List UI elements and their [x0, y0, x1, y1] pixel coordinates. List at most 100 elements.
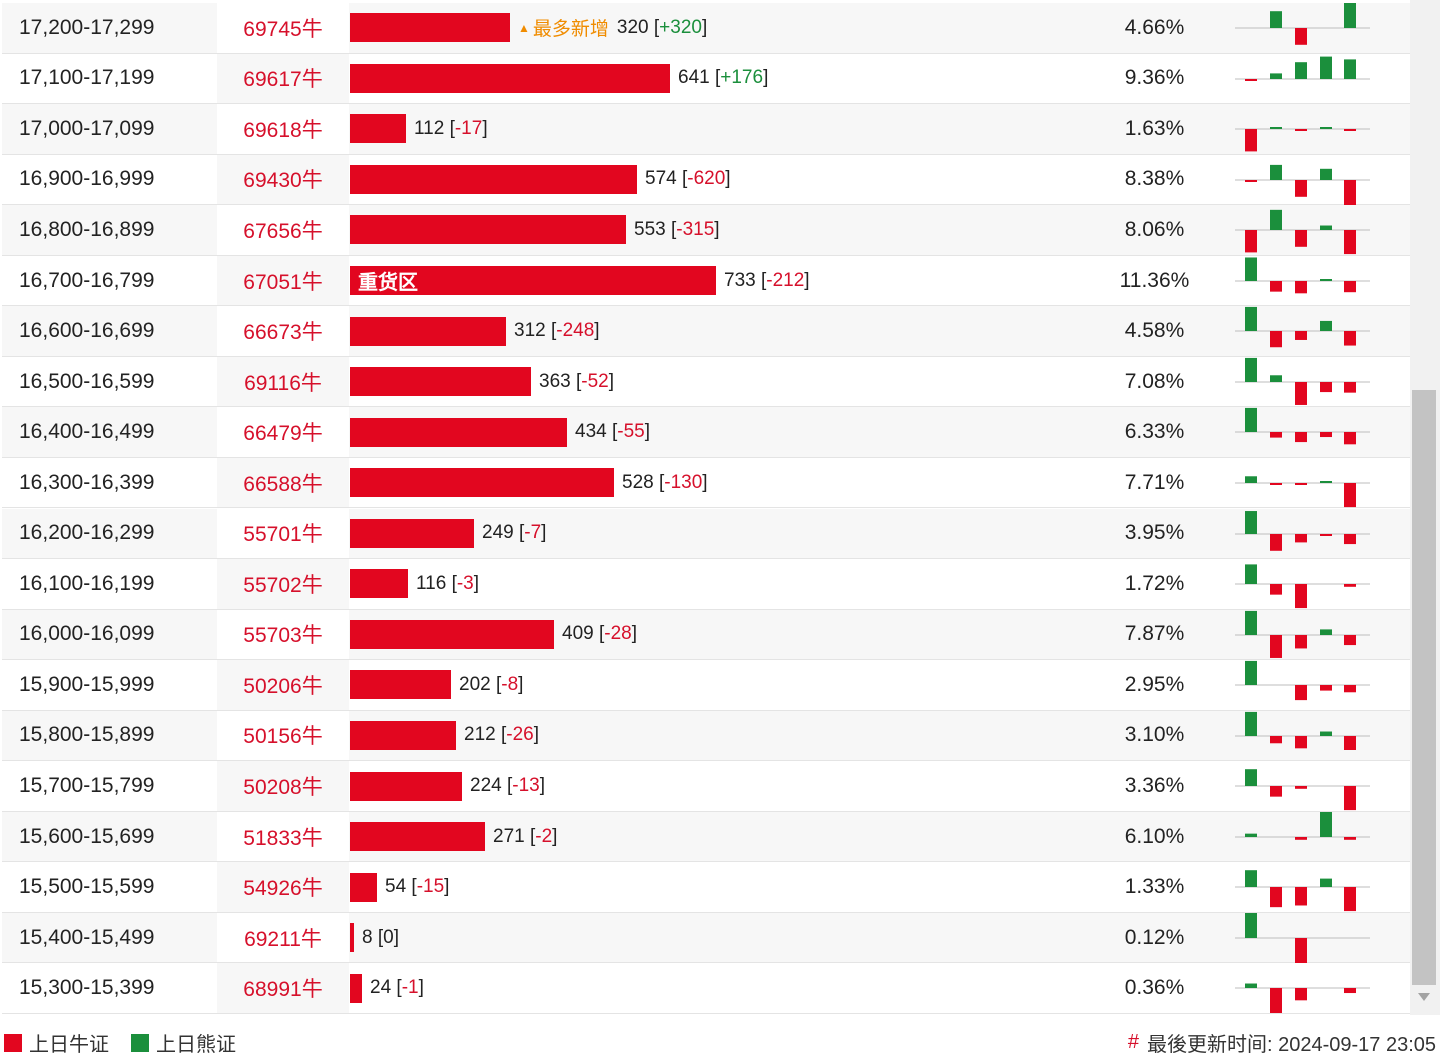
sparkline-bull-bar	[1270, 887, 1282, 908]
table-row[interactable]: 16,200-16,299 55701牛 249 [-7] 3.95%	[2, 508, 1410, 560]
sparkline-bear-bar	[1320, 811, 1332, 837]
warrant-code-link[interactable]: 55701牛	[217, 508, 349, 559]
warrant-code-link[interactable]: 51833牛	[217, 811, 349, 862]
history-sparkline	[1235, 357, 1370, 407]
price-range: 16,100-16,199	[19, 571, 155, 595]
up-triangle-icon: ▲	[518, 20, 530, 35]
vertical-scrollbar[interactable]	[1410, 0, 1440, 1015]
table-row[interactable]: 16,100-16,199 55702牛 116 [-3] 1.72%	[2, 559, 1410, 610]
warrant-code-link[interactable]: 50208牛	[217, 761, 349, 811]
volume-value: 409 [-28]	[562, 623, 637, 645]
change-value: -620	[687, 168, 726, 190]
sparkline-bull-bar	[1245, 230, 1257, 253]
table-row[interactable]: 17,000-17,099 69618牛 112 [-17] 1.63%	[2, 104, 1410, 155]
table-row[interactable]: 15,900-15,999 50206牛 202 [-8] 2.95%	[2, 660, 1410, 711]
warrant-code-link[interactable]: 69618牛	[217, 104, 349, 154]
change-close-bracket: ]	[763, 67, 769, 89]
sparkline-bull-bar	[1344, 230, 1356, 255]
sparkline-bull-bar	[1270, 331, 1282, 348]
scroll-down-arrow-icon[interactable]	[1418, 993, 1430, 1001]
change-open-bracket: [	[648, 16, 660, 38]
table-row[interactable]: 16,900-16,999 69430牛 574 [-620] 8.38%	[2, 154, 1410, 206]
change-value: +176	[720, 67, 764, 89]
change-open-bracket: [	[593, 623, 605, 645]
table-row[interactable]: 15,300-15,399 68991牛 24 [-1] 0.36%	[2, 963, 1410, 1014]
sparkline-bull-bar	[1295, 937, 1307, 963]
table-row[interactable]: 16,500-16,599 69116牛 363 [-52] 7.08%	[2, 356, 1410, 408]
volume-value: 116 [-3]	[416, 573, 479, 595]
warrant-code-link[interactable]: 66588牛	[217, 457, 349, 508]
price-range: 16,900-16,999	[19, 167, 155, 191]
volume-value: 54 [-15]	[385, 876, 449, 898]
sparkline-bear-bar	[1320, 168, 1332, 180]
sparkline-bear-bar	[1245, 769, 1257, 787]
price-range: 16,800-16,899	[19, 217, 155, 241]
warrant-code-link[interactable]: 69211牛	[217, 912, 349, 963]
last-update: # 最後更新时间: 2024-09-17 23:05	[1128, 1028, 1436, 1057]
table-row[interactable]: 16,600-16,699 66673牛 312 [-248] 4.58%	[2, 306, 1410, 357]
table-row[interactable]: 15,500-15,599 54926牛 54 [-15] 1.33%	[2, 862, 1410, 913]
sparkline-bull-bar	[1320, 533, 1332, 536]
volume-cell: 116 [-3]	[350, 559, 1090, 609]
warrant-code-link[interactable]: 55703牛	[217, 609, 349, 660]
table-row[interactable]: 15,600-15,699 51833牛 271 [-2] 6.10%	[2, 811, 1410, 863]
table-row[interactable]: 17,100-17,199 69617牛 641 [+176] 9.36%	[2, 53, 1410, 105]
warrant-code-link[interactable]: 67656牛	[217, 205, 349, 255]
warrant-code-link[interactable]: 50206牛	[217, 660, 349, 710]
history-sparkline	[1235, 458, 1370, 508]
warrant-code-link[interactable]: 67051牛	[217, 255, 349, 306]
sparkline-bull-bar	[1295, 786, 1307, 790]
sparkline-svg	[1235, 711, 1370, 750]
table-row[interactable]: 15,700-15,799 50208牛 224 [-13] 3.36%	[2, 761, 1410, 812]
volume-bar	[350, 417, 567, 447]
percentage: 1.33%	[1124, 875, 1185, 899]
sparkline-bull-bar	[1245, 179, 1257, 182]
table-row[interactable]: 15,400-15,499 69211牛 8 [0] 0.12%	[2, 912, 1410, 964]
warrant-code-link[interactable]: 68991牛	[217, 963, 349, 1013]
warrant-code-link[interactable]: 55702牛	[217, 559, 349, 609]
sparkline-bull-bar	[1344, 432, 1356, 445]
note-text: 最多新增	[532, 19, 609, 41]
change-value: -248	[556, 320, 595, 342]
change-open-bracket: [	[501, 775, 513, 797]
history-sparkline	[1235, 407, 1370, 457]
history-sparkline	[1235, 761, 1370, 811]
sparkline-bull-bar	[1295, 735, 1307, 749]
change-close-bracket: ]	[714, 218, 720, 240]
sparkline-bull-bar	[1344, 836, 1356, 840]
warrant-code-link[interactable]: 69745牛	[217, 3, 349, 53]
price-range: 16,500-16,599	[19, 369, 155, 393]
table-row[interactable]: 16,800-16,899 67656牛 553 [-315] 8.06%	[2, 205, 1410, 256]
table-row[interactable]: 16,000-16,099 55703牛 409 [-28] 7.87%	[2, 609, 1410, 661]
sparkline-svg	[1235, 357, 1370, 405]
volume-bar	[350, 215, 626, 245]
warrant-code-link[interactable]: 66479牛	[217, 407, 349, 457]
sparkline-bull-bar	[1344, 786, 1356, 811]
scrollbar-thumb[interactable]	[1412, 390, 1436, 985]
count-value: 434	[575, 421, 607, 443]
table-row[interactable]: 16,700-16,799 67051牛 重货区 733 [-212] 11.36%	[2, 255, 1410, 307]
percentage: 1.72%	[1124, 571, 1185, 595]
count-value: 409	[562, 623, 594, 645]
warrant-code-link[interactable]: 50156牛	[217, 710, 349, 761]
warrant-code-link[interactable]: 69430牛	[217, 154, 349, 205]
warrant-code-link[interactable]: 54926牛	[217, 862, 349, 912]
change-close-bracket: ]	[541, 522, 547, 544]
volume-bar	[350, 518, 474, 548]
warrant-code-link[interactable]: 69116牛	[217, 356, 349, 407]
history-sparkline	[1235, 811, 1370, 862]
sparkline-bear-bar	[1245, 661, 1257, 686]
sparkline-svg	[1235, 983, 1370, 1014]
count-value: 320	[616, 16, 649, 38]
percentage: 4.66%	[1124, 15, 1185, 39]
table-row[interactable]: 16,400-16,499 66479牛 434 [-55] 6.33%	[2, 407, 1410, 458]
table-row[interactable]: 15,800-15,899 50156牛 212 [-26] 3.10%	[2, 710, 1410, 762]
table-row[interactable]: 17,200-17,299 69745牛 ▲ 最多新增 320 [+320] 4.66%	[2, 3, 1410, 54]
warrant-code-link[interactable]: 69617牛	[217, 53, 349, 104]
table-row[interactable]: 16,300-16,399 66588牛 528 [-130] 7.71%	[2, 457, 1410, 509]
sparkline-bull-bar	[1295, 685, 1307, 701]
change-open-bracket: [	[653, 471, 665, 493]
change-value: -55	[617, 421, 645, 443]
sparkline-svg	[1235, 257, 1370, 294]
warrant-code-link[interactable]: 66673牛	[217, 306, 349, 356]
